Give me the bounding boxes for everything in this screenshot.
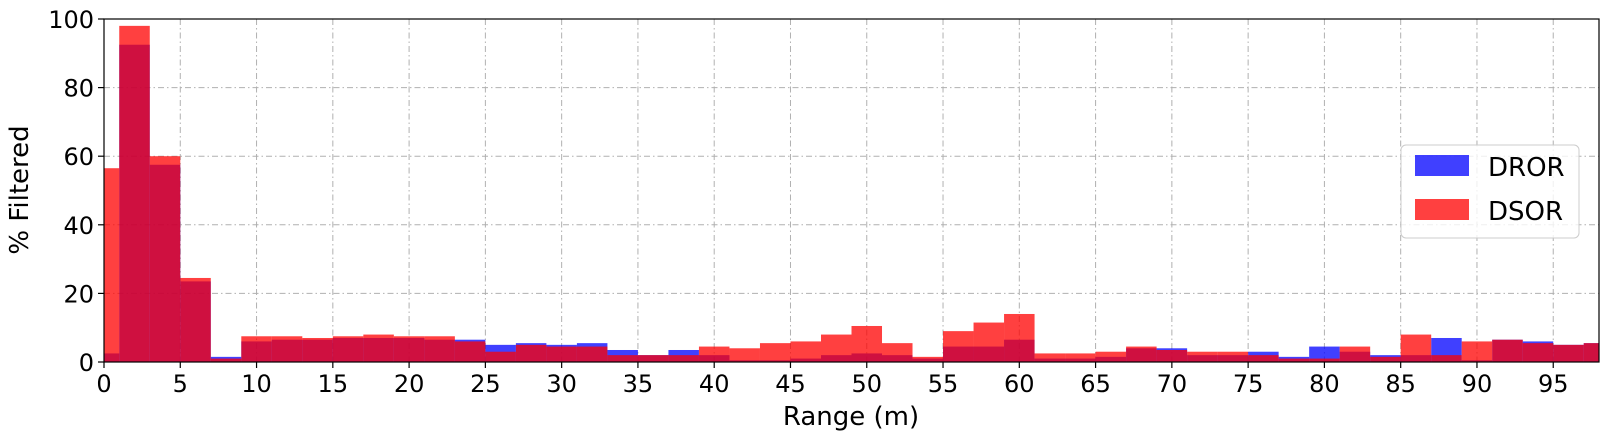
y-tick-label: 60 bbox=[63, 143, 94, 171]
x-tick-label: 0 bbox=[96, 370, 111, 398]
x-tick-label: 20 bbox=[394, 370, 425, 398]
x-tick-label: 50 bbox=[851, 370, 882, 398]
legend-swatch-dsor bbox=[1415, 199, 1469, 220]
bar-dsor bbox=[1400, 334, 1432, 362]
x-tick-label: 35 bbox=[623, 370, 654, 398]
x-tick-label: 65 bbox=[1080, 370, 1111, 398]
bar-dsor bbox=[241, 336, 272, 362]
bar-dsor bbox=[637, 355, 669, 362]
x-tick-label: 70 bbox=[1157, 370, 1188, 398]
y-tick-label: 0 bbox=[79, 349, 94, 377]
plot-frame bbox=[103, 18, 1600, 363]
bar-dsor bbox=[973, 322, 1005, 362]
axis-ticks: 0 5 10 15 20 25 30 35 40 45 50 55 60 65 70 75 80 85 90 95 0 2… bbox=[48, 6, 1568, 398]
bar-dsor bbox=[1004, 313, 1035, 362]
bars bbox=[104, 25, 1599, 362]
bar-dsor bbox=[1248, 355, 1279, 362]
y-axis-label: % Filtered bbox=[5, 125, 35, 254]
legend: DROR DSOR bbox=[1400, 144, 1580, 239]
x-tick-label: 30 bbox=[546, 370, 577, 398]
x-tick-label: 15 bbox=[318, 370, 349, 398]
x-tick-label: 40 bbox=[699, 370, 730, 398]
bar-dsor bbox=[1065, 353, 1096, 362]
bar-dsor bbox=[1217, 351, 1249, 362]
bar-dsor bbox=[729, 348, 760, 362]
bar-dsor bbox=[607, 355, 638, 362]
y-tick-label: 80 bbox=[63, 75, 94, 103]
x-tick-label: 75 bbox=[1233, 370, 1264, 398]
bar-dsor bbox=[790, 341, 821, 362]
bar-dsor bbox=[1461, 341, 1493, 362]
bar-dsor bbox=[485, 351, 516, 362]
x-tick-label: 45 bbox=[775, 370, 806, 398]
bar-dsor bbox=[180, 277, 211, 362]
bar-dsor bbox=[882, 343, 913, 362]
bar-dsor bbox=[424, 336, 455, 362]
bar-dsor bbox=[210, 358, 242, 362]
grid bbox=[104, 19, 1599, 362]
bar-dsor bbox=[698, 346, 730, 362]
bar-dsor bbox=[1309, 358, 1340, 362]
bar-dsor bbox=[515, 344, 547, 362]
bar-dsor bbox=[1126, 346, 1157, 362]
bar-dsor bbox=[1492, 339, 1523, 362]
x-tick-label: 80 bbox=[1309, 370, 1340, 398]
bar-dsor bbox=[363, 334, 394, 362]
bar-dsor bbox=[393, 336, 425, 362]
bar-dsor bbox=[119, 25, 150, 362]
bar-dsor bbox=[912, 356, 944, 362]
y-tick-label: 40 bbox=[63, 212, 94, 240]
x-tick-label: 10 bbox=[241, 370, 272, 398]
bar-dsor bbox=[1095, 351, 1127, 362]
bar-dror bbox=[1309, 346, 1340, 362]
bar-dsor bbox=[1553, 344, 1584, 362]
bar-dsor bbox=[1431, 355, 1462, 362]
bar-dsor bbox=[302, 337, 333, 362]
legend-swatch-dror bbox=[1415, 155, 1469, 176]
bar-dsor bbox=[1187, 351, 1218, 362]
x-tick-label: 5 bbox=[173, 370, 188, 398]
bar-dsor bbox=[546, 346, 577, 362]
bar-dsor bbox=[851, 325, 883, 362]
x-tick-label: 55 bbox=[928, 370, 959, 398]
bar-dsor bbox=[1034, 353, 1066, 362]
bar-dsor bbox=[1278, 358, 1310, 362]
y-tick-label: 100 bbox=[48, 6, 94, 34]
bar-dsor bbox=[1339, 346, 1371, 362]
x-axis-label: Range (m) bbox=[783, 402, 919, 432]
legend-label-dsor: DSOR bbox=[1488, 197, 1563, 227]
bar-dsor bbox=[943, 331, 974, 362]
x-tick-label: 25 bbox=[470, 370, 501, 398]
bar-dsor bbox=[454, 341, 486, 362]
bar-dsor bbox=[576, 346, 608, 362]
bar-dsor bbox=[332, 336, 364, 362]
bar-dsor bbox=[1370, 356, 1401, 362]
legend-label-dror: DROR bbox=[1488, 153, 1565, 183]
bar-dsor bbox=[820, 334, 852, 362]
bar-dsor bbox=[1583, 343, 1599, 362]
bar-dsor bbox=[1156, 349, 1188, 362]
x-tick-label: 85 bbox=[1385, 370, 1416, 398]
bar-dsor bbox=[271, 336, 303, 362]
y-tick-label: 20 bbox=[63, 280, 94, 308]
bar-dsor bbox=[104, 168, 120, 362]
bar-dsor bbox=[759, 343, 791, 362]
x-tick-label: 95 bbox=[1538, 370, 1569, 398]
bar-dsor bbox=[668, 355, 699, 362]
x-tick-label: 90 bbox=[1462, 370, 1493, 398]
bar-dsor bbox=[1522, 343, 1554, 362]
x-tick-label: 60 bbox=[1004, 370, 1035, 398]
bar-dsor bbox=[149, 156, 181, 362]
